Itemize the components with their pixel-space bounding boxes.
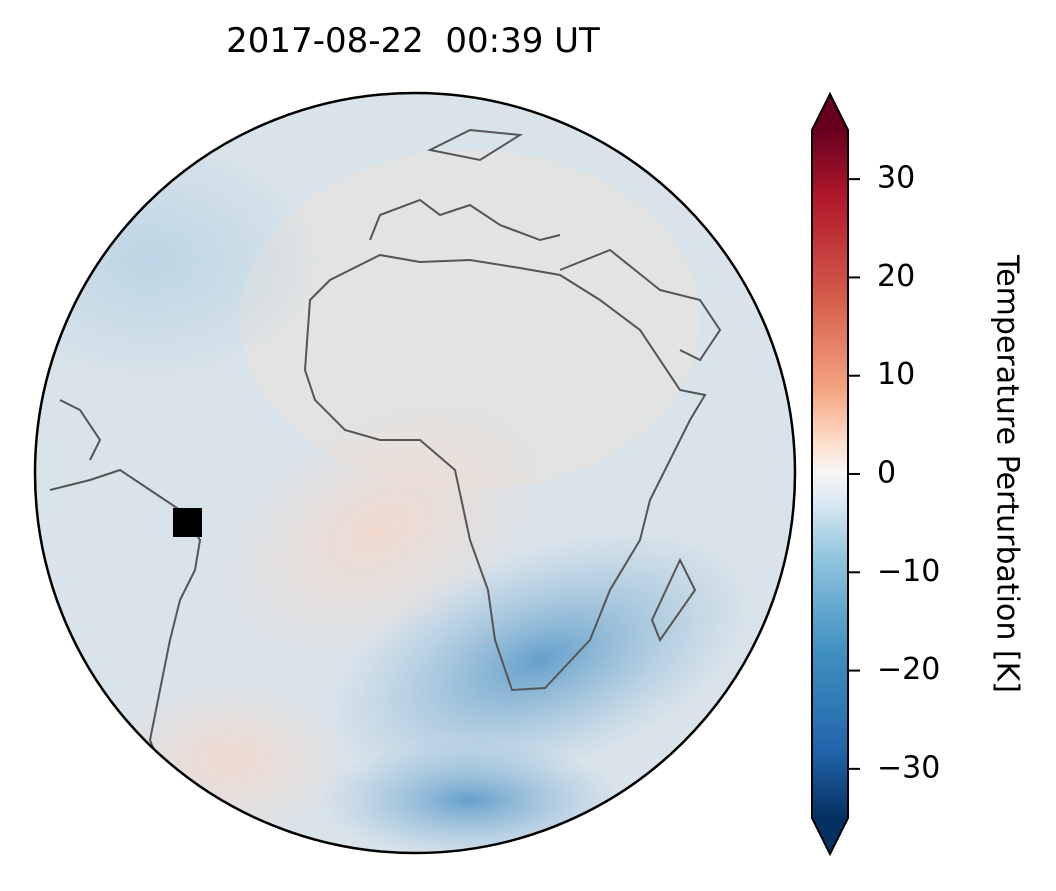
colorbar-tick-label: −20	[877, 652, 940, 687]
globe	[35, 93, 795, 853]
colorbar-tick-label: 30	[877, 161, 915, 196]
colorbar-extend-max	[812, 94, 848, 130]
colorbar-outline	[811, 91, 849, 857]
colorbar-tick-label: 10	[877, 357, 915, 392]
colorbar-extend-min	[812, 818, 848, 854]
colorbar-tick-label: −30	[877, 750, 940, 785]
colorbar-tick-label: 20	[877, 259, 915, 294]
colorbar-ramp	[812, 130, 848, 818]
colorbar-tick-label: 0	[877, 456, 896, 491]
colorbar-label: Temperature Perturbation [K]	[990, 254, 1025, 693]
colorbar	[811, 91, 849, 857]
map-title: 2017-08-22 00:39 UT	[226, 21, 600, 61]
globe-outline	[33, 91, 797, 855]
colorbar-tick-label: −10	[877, 554, 940, 589]
site-marker	[173, 508, 202, 537]
